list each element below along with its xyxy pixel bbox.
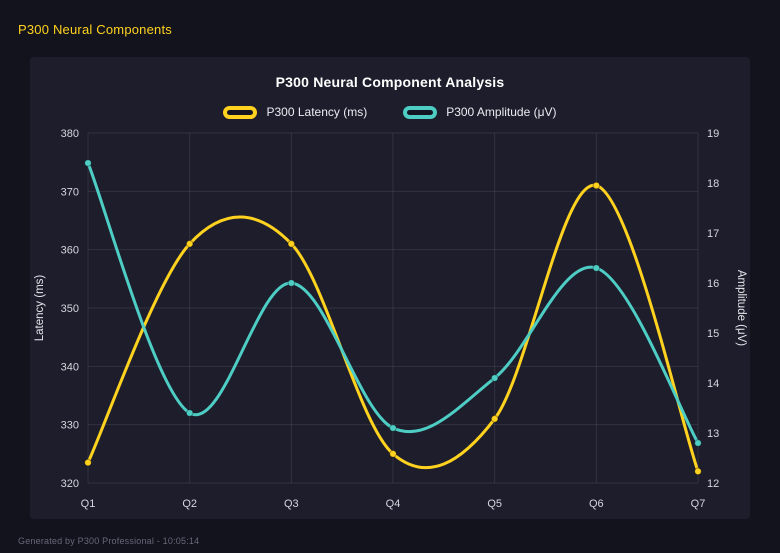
left-axis-tick: 360 <box>61 245 79 257</box>
chart-panel: P300 Neural Component Analysis P300 Late… <box>30 57 750 519</box>
right-axis-tick: 19 <box>707 128 719 140</box>
legend-item-amplitude[interactable]: P300 Amplitude (μV) <box>403 105 557 119</box>
x-axis-tick: Q4 <box>386 498 401 510</box>
data-point <box>84 458 92 467</box>
left-axis-tick: 320 <box>61 478 79 490</box>
data-point <box>287 240 296 248</box>
right-axis-title: Amplitude (μV) <box>735 270 747 346</box>
right-axis-tick: 13 <box>707 428 719 440</box>
left-axis-title: Latency (ms) <box>34 275 46 342</box>
x-axis-tick: Q3 <box>284 498 299 510</box>
right-axis-tick: 17 <box>707 228 719 240</box>
grid-lines <box>87 132 699 484</box>
series-0 <box>84 181 702 476</box>
right-axis-tick: 12 <box>707 478 719 490</box>
left-axis-tick: 350 <box>61 303 79 315</box>
data-point <box>490 374 499 382</box>
latency-line-swatch <box>223 105 258 119</box>
page-title: P300 Neural Components <box>18 22 172 37</box>
x-axis-tick: Q1 <box>81 498 96 510</box>
series-1 <box>84 159 702 447</box>
legend-label-amplitude: P300 Amplitude (μV) <box>446 105 557 119</box>
data-point <box>592 264 601 272</box>
right-axis-tick: 14 <box>707 378 719 390</box>
data-point <box>694 467 702 476</box>
left-axis-tick: 380 <box>61 128 79 140</box>
footer-generated-text: Generated by P300 Professional - 10:05:1… <box>18 536 200 546</box>
data-point <box>185 409 194 417</box>
legend-item-latency[interactable]: P300 Latency (ms) <box>223 105 367 119</box>
data-point <box>389 450 397 458</box>
x-axis-tick: Q2 <box>182 498 197 510</box>
data-point <box>84 159 92 167</box>
chart-canvas: 320 330 340 350 360 370 380 12 13 14 15 16 17 18 19 Q1 Q… <box>34 128 747 510</box>
x-axis-tick: Q6 <box>589 498 604 510</box>
data-point <box>490 415 499 423</box>
x-axis-tick: Q7 <box>691 498 706 510</box>
chart-legend: P300 Latency (ms) P300 Amplitude (μV) <box>30 103 750 121</box>
data-point <box>694 439 702 447</box>
right-axis-tick: 18 <box>707 178 719 190</box>
data-point <box>185 240 194 248</box>
left-axis-tick: 370 <box>61 186 79 198</box>
data-point <box>389 424 397 432</box>
data-point <box>592 181 601 190</box>
amplitude-line-swatch <box>403 105 438 119</box>
left-axis-tick: 330 <box>61 420 79 432</box>
legend-label-latency: P300 Latency (ms) <box>266 105 368 119</box>
data-point <box>287 279 296 287</box>
left-axis-tick: 340 <box>61 361 79 373</box>
x-axis-tick: Q5 <box>487 498 502 510</box>
right-axis-tick: 15 <box>707 328 719 340</box>
right-axis-tick: 16 <box>707 278 719 290</box>
chart-title: P300 Neural Component Analysis <box>275 74 505 90</box>
